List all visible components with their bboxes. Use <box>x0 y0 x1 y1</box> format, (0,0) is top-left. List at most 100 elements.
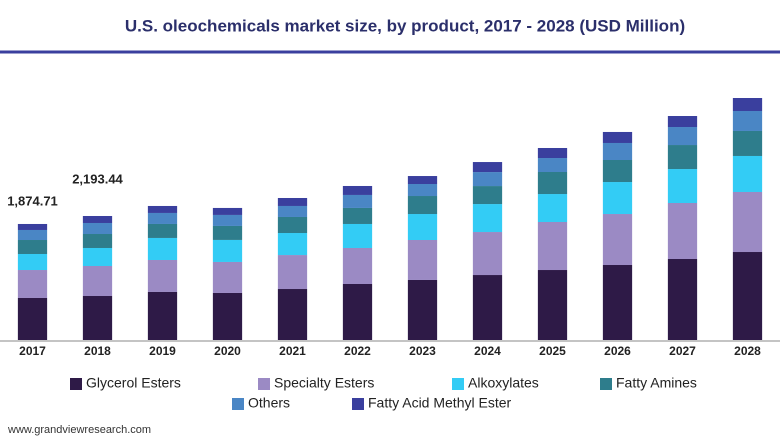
chart-title: U.S. oleochemicals market size, by produ… <box>125 16 685 35</box>
bar-segment <box>147 291 178 340</box>
bar-segment <box>537 158 568 173</box>
legend-label: Specialty Esters <box>274 375 374 391</box>
bar-segment <box>667 145 698 170</box>
bar-segment <box>732 110 763 131</box>
bar-segment <box>732 155 763 192</box>
bar-segment <box>537 172 568 195</box>
bar-segment <box>17 297 48 340</box>
bar-segment <box>602 160 633 183</box>
bar-segment <box>342 194 373 208</box>
bar-segment <box>147 205 178 213</box>
bar-segment <box>602 142 633 161</box>
legend-swatch <box>70 378 82 390</box>
x-tick-label: 2026 <box>604 344 631 358</box>
bar-segment <box>147 259 178 292</box>
bar-segment <box>342 185 373 195</box>
x-tick-label: 2025 <box>539 344 566 358</box>
bar-segment <box>667 203 698 260</box>
legend-swatch <box>452 378 464 390</box>
bar-segment <box>407 279 438 340</box>
bar-segment <box>407 184 438 197</box>
bar-segment <box>407 240 438 280</box>
bar-segment <box>732 98 763 111</box>
bar-segment <box>212 207 243 215</box>
bar-segment <box>407 214 438 241</box>
bar-segment <box>602 265 633 340</box>
bar-segment <box>407 176 438 185</box>
bar-segment <box>277 216 308 234</box>
x-tick-label: 2023 <box>409 344 436 358</box>
bar-segment <box>732 191 763 253</box>
bar-segment <box>277 205 308 217</box>
bar-segment <box>82 265 113 297</box>
bar-segment <box>342 207 373 224</box>
bar-segment <box>17 240 48 254</box>
legend-label: Alkoxylates <box>468 375 539 391</box>
x-tick-label: 2027 <box>669 344 696 358</box>
x-tick-label: 2019 <box>149 344 176 358</box>
bar-segment <box>537 270 568 340</box>
bar-segment <box>212 225 243 240</box>
bar-segment <box>82 234 113 248</box>
bar-segment <box>667 127 698 146</box>
bar-segment <box>212 292 243 340</box>
legend-label: Fatty Acid Methyl Ester <box>368 395 511 411</box>
bar-segment <box>732 130 763 156</box>
bar-segment <box>602 131 633 143</box>
bar-segment <box>212 239 243 262</box>
legend-swatch <box>352 398 364 410</box>
bar-segment <box>212 261 243 293</box>
bar-segment <box>537 147 568 159</box>
total-label: 2,193.44 <box>72 171 123 186</box>
bar-segment <box>147 212 178 224</box>
bar-segment <box>472 204 503 233</box>
bar-segment <box>82 247 113 266</box>
x-tick-label: 2028 <box>734 344 761 358</box>
bar-segment <box>407 196 438 215</box>
total-label: 1,874.71 <box>7 193 58 208</box>
legend-label: Others <box>248 395 290 411</box>
bar-segment <box>212 214 243 226</box>
bar-segment <box>667 169 698 204</box>
x-tick-label: 2021 <box>279 344 306 358</box>
legend-label: Fatty Amines <box>616 375 697 391</box>
bar-segment <box>667 259 698 340</box>
x-tick-label: 2022 <box>344 344 371 358</box>
bar-segment <box>472 275 503 340</box>
bar-segment <box>17 270 48 298</box>
bar-segment <box>472 162 503 173</box>
bar-segment <box>537 194 568 223</box>
legend-swatch <box>258 378 270 390</box>
bar-segment <box>147 237 178 260</box>
bar-segment <box>277 233 308 256</box>
x-tick-label: 2018 <box>84 344 111 358</box>
bar-segment <box>472 232 503 276</box>
bar-segment <box>277 289 308 340</box>
bar-segment <box>732 252 763 340</box>
bar-segment <box>17 223 48 230</box>
x-tick-label: 2024 <box>474 344 501 358</box>
bar-segment <box>342 284 373 340</box>
x-tick-label: 2017 <box>19 344 46 358</box>
bar-segment <box>342 223 373 248</box>
bar-segment <box>602 214 633 266</box>
bar-segment <box>602 182 633 215</box>
bar-segment <box>82 222 113 235</box>
source: www.grandviewresearch.com <box>7 424 151 436</box>
bar-segment <box>472 172 503 187</box>
bar-segment <box>537 222 568 271</box>
bar-segment <box>472 186 503 205</box>
legend-label: Glycerol Esters <box>86 375 181 391</box>
bar-segment <box>342 247 373 285</box>
legend-swatch <box>600 378 612 390</box>
bar-segment <box>277 255 308 290</box>
bar-segment <box>82 296 113 340</box>
bar-segment <box>147 223 178 238</box>
bar-segment <box>82 215 113 223</box>
bar-segment <box>667 116 698 128</box>
bar-segment <box>277 197 308 206</box>
x-tick-label: 2020 <box>214 344 241 358</box>
legend-swatch <box>232 398 244 410</box>
bar-segment <box>17 229 48 241</box>
